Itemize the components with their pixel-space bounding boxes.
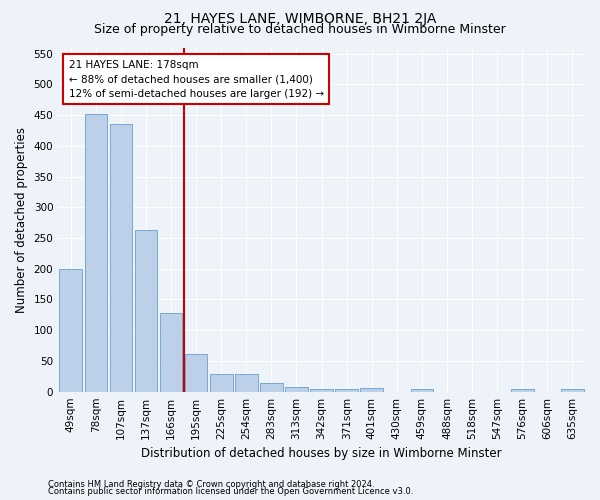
Bar <box>310 388 333 392</box>
Bar <box>285 387 308 392</box>
Text: Contains HM Land Registry data © Crown copyright and database right 2024.: Contains HM Land Registry data © Crown c… <box>48 480 374 489</box>
Text: Contains public sector information licensed under the Open Government Licence v3: Contains public sector information licen… <box>48 487 413 496</box>
Text: Size of property relative to detached houses in Wimborne Minster: Size of property relative to detached ho… <box>94 22 506 36</box>
Bar <box>160 313 182 392</box>
Bar <box>511 388 533 392</box>
Bar <box>561 388 584 392</box>
Bar <box>235 374 257 392</box>
Bar <box>260 383 283 392</box>
Bar <box>85 114 107 392</box>
Bar <box>335 388 358 392</box>
Bar <box>110 124 132 392</box>
Bar <box>410 388 433 392</box>
Text: 21 HAYES LANE: 178sqm
← 88% of detached houses are smaller (1,400)
12% of semi-d: 21 HAYES LANE: 178sqm ← 88% of detached … <box>69 60 324 99</box>
Bar <box>361 388 383 392</box>
X-axis label: Distribution of detached houses by size in Wimborne Minster: Distribution of detached houses by size … <box>141 447 502 460</box>
Text: 21, HAYES LANE, WIMBORNE, BH21 2JA: 21, HAYES LANE, WIMBORNE, BH21 2JA <box>164 12 436 26</box>
Y-axis label: Number of detached properties: Number of detached properties <box>15 126 28 312</box>
Bar <box>210 374 233 392</box>
Bar <box>134 230 157 392</box>
Bar <box>185 354 208 392</box>
Bar <box>59 270 82 392</box>
